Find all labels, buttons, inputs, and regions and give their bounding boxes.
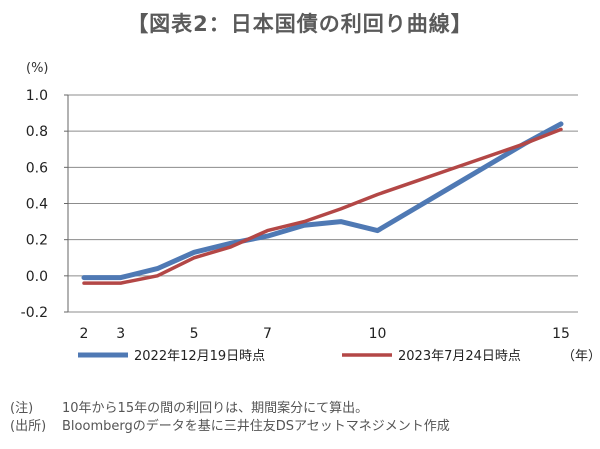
source-row: (出所) Bloombergのデータを基に三井住友DSアセットマネジメント作成	[10, 418, 450, 436]
chart-title: 【図表2：日本国債の利回り曲線】	[127, 12, 473, 36]
y-axis-unit: (%)	[26, 61, 49, 76]
note-text: 10年から15年の間の利回りは、期間案分にて算出。	[62, 401, 369, 416]
x-tick-label: 7	[263, 326, 272, 342]
y-tick-labels: -0.2 0.0 0.2 0.4 0.6 0.8 1.0	[21, 88, 48, 321]
series-lines	[81, 121, 564, 285]
x-tick-label: 10	[369, 326, 387, 342]
x-tick-label: 3	[116, 326, 125, 342]
x-axis-unit: （年）	[562, 349, 600, 364]
y-tick-label: 1.0	[26, 88, 48, 104]
axes	[64, 94, 69, 313]
x-tick-label: 2	[80, 326, 89, 342]
notes: (注) 10年から15年の間の利回りは、期間案分にて算出。 (出所) Bloom…	[10, 400, 450, 436]
source-label: (出所)	[10, 419, 47, 434]
x-tick-label: 15	[552, 326, 570, 342]
legend-label-1: 2022年12月19日時点	[134, 349, 265, 364]
y-tick-label: 0.4	[26, 197, 48, 213]
y-tick-label: 0.8	[26, 124, 48, 140]
x-tick-labels: 2 3 5 7 10 15	[80, 326, 570, 342]
source-text: Bloombergのデータを基に三井住友DSアセットマネジメント作成	[62, 419, 450, 434]
x-tick-label: 5	[190, 326, 199, 342]
y-tick-label: 0.2	[26, 233, 48, 249]
note-row: (注) 10年から15年の間の利回りは、期間案分にて算出。	[10, 400, 450, 418]
legend-label-2: 2023年7月24日時点	[398, 349, 521, 364]
series-line-2	[82, 127, 563, 285]
legend: 2022年12月19日時点 2023年7月24日時点	[78, 349, 521, 364]
y-tick-label: 0.0	[26, 269, 48, 285]
note-label: (注)	[10, 401, 34, 416]
series-line-1	[81, 121, 564, 281]
y-tick-label: 0.6	[26, 160, 48, 176]
y-tick-label: -0.2	[21, 305, 48, 321]
